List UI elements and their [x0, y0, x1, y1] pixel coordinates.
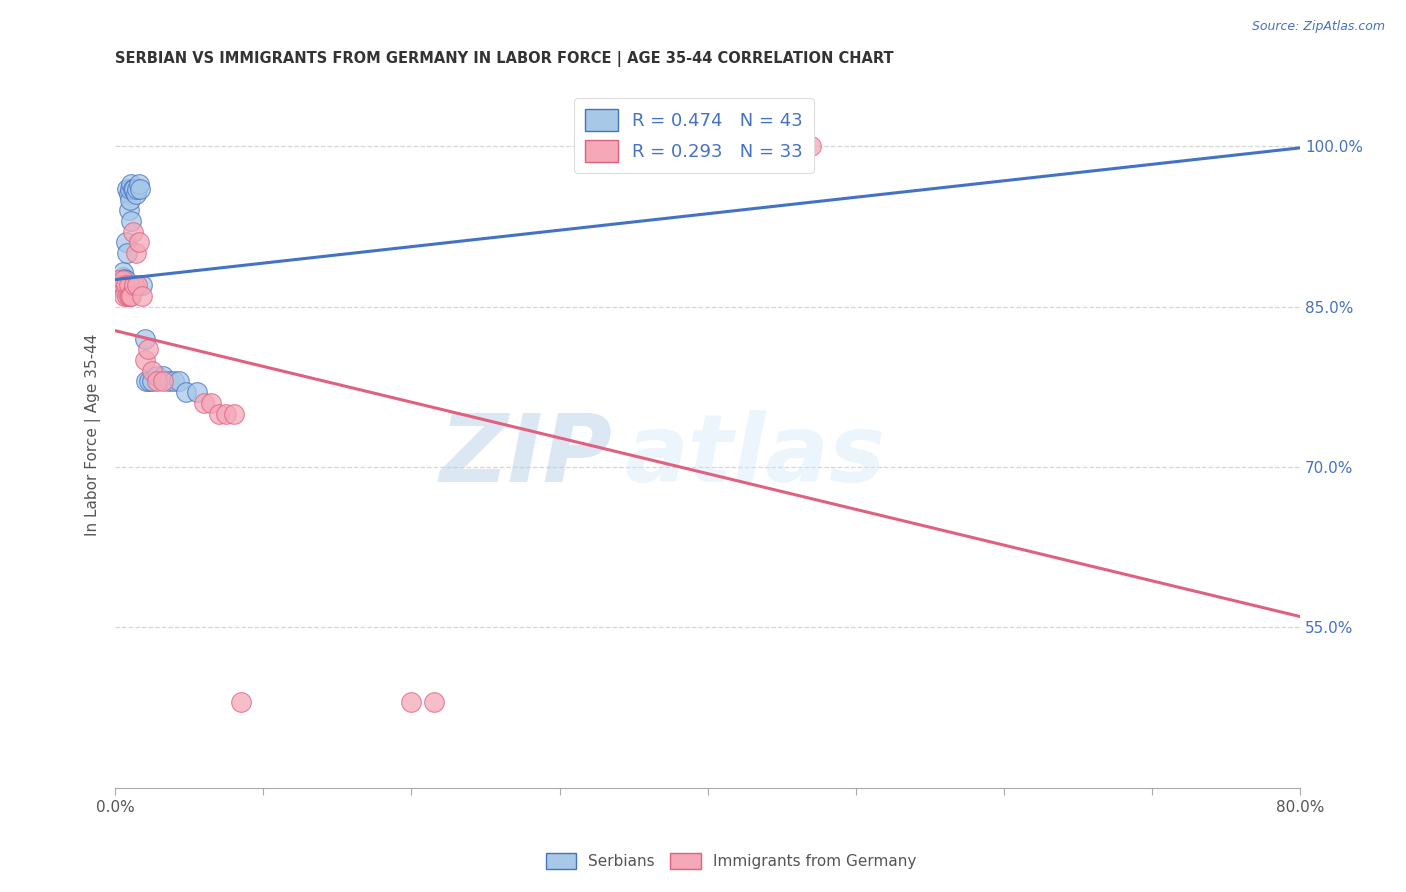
Point: [118, 182, 141, 196]
Point: [152, 375, 174, 389]
Point: [145, 375, 167, 389]
Point: [127, 278, 149, 293]
Point: [107, 278, 129, 293]
Point: [129, 182, 152, 196]
Point: [111, 273, 134, 287]
Point: [124, 278, 146, 293]
Point: [134, 332, 156, 346]
Point: [117, 203, 139, 218]
Point: [117, 278, 139, 293]
Point: [111, 278, 134, 293]
Text: ZIP: ZIP: [440, 410, 613, 502]
Point: [122, 182, 145, 196]
Point: [111, 276, 134, 290]
Point: [157, 375, 180, 389]
Point: [114, 273, 136, 287]
Point: [122, 225, 145, 239]
Point: [200, 396, 222, 410]
Point: [401, 695, 423, 709]
Point: [186, 385, 208, 400]
Point: [114, 278, 136, 293]
Point: [105, 278, 128, 293]
Point: [121, 214, 143, 228]
Point: [135, 375, 157, 389]
Point: [115, 289, 138, 303]
Point: [112, 289, 135, 303]
Point: [145, 369, 167, 384]
Point: [115, 182, 138, 196]
Point: [141, 364, 163, 378]
Point: [174, 385, 197, 400]
Point: [127, 182, 149, 196]
Point: [741, 139, 763, 153]
Point: [128, 177, 150, 191]
Point: [208, 407, 231, 421]
Y-axis label: In Labor Force | Age 35-44: In Labor Force | Age 35-44: [86, 334, 101, 536]
Point: [167, 375, 190, 389]
Point: [112, 278, 135, 293]
Point: [131, 289, 153, 303]
Point: [125, 187, 148, 202]
Point: [222, 407, 245, 421]
Point: [124, 182, 146, 196]
Text: Source: ZipAtlas.com: Source: ZipAtlas.com: [1251, 20, 1385, 33]
Point: [193, 396, 215, 410]
Point: [134, 353, 156, 368]
Point: [110, 278, 132, 293]
Legend: Serbians, Immigrants from Germany: Serbians, Immigrants from Germany: [540, 847, 922, 875]
Point: [422, 695, 444, 709]
Point: [141, 375, 163, 389]
Point: [112, 274, 135, 288]
Point: [131, 278, 153, 293]
Text: atlas: atlas: [624, 410, 886, 502]
Text: SERBIAN VS IMMIGRANTS FROM GERMANY IN LABOR FORCE | AGE 35-44 CORRELATION CHART: SERBIAN VS IMMIGRANTS FROM GERMANY IN LA…: [115, 51, 894, 67]
Point: [114, 235, 136, 250]
Point: [118, 289, 141, 303]
Point: [108, 276, 131, 290]
Point: [111, 265, 134, 279]
Point: [117, 289, 139, 303]
Point: [152, 369, 174, 384]
Point: [114, 278, 136, 293]
Point: [112, 272, 135, 286]
Point: [229, 695, 252, 709]
Point: [107, 273, 129, 287]
Point: [136, 343, 159, 357]
Point: [125, 246, 148, 260]
Point: [105, 278, 128, 293]
Point: [215, 407, 238, 421]
Point: [118, 193, 141, 207]
Point: [800, 139, 823, 153]
Point: [117, 278, 139, 293]
Point: [111, 269, 134, 284]
Point: [121, 289, 143, 303]
Point: [128, 235, 150, 250]
Point: [108, 280, 131, 294]
Point: [108, 278, 131, 293]
Point: [121, 177, 143, 191]
Point: [110, 280, 132, 294]
Point: [110, 273, 132, 287]
Point: [138, 375, 160, 389]
Point: [163, 375, 186, 389]
Legend: R = 0.474   N = 43, R = 0.293   N = 33: R = 0.474 N = 43, R = 0.293 N = 33: [575, 98, 814, 173]
Point: [115, 246, 138, 260]
Point: [117, 187, 139, 202]
